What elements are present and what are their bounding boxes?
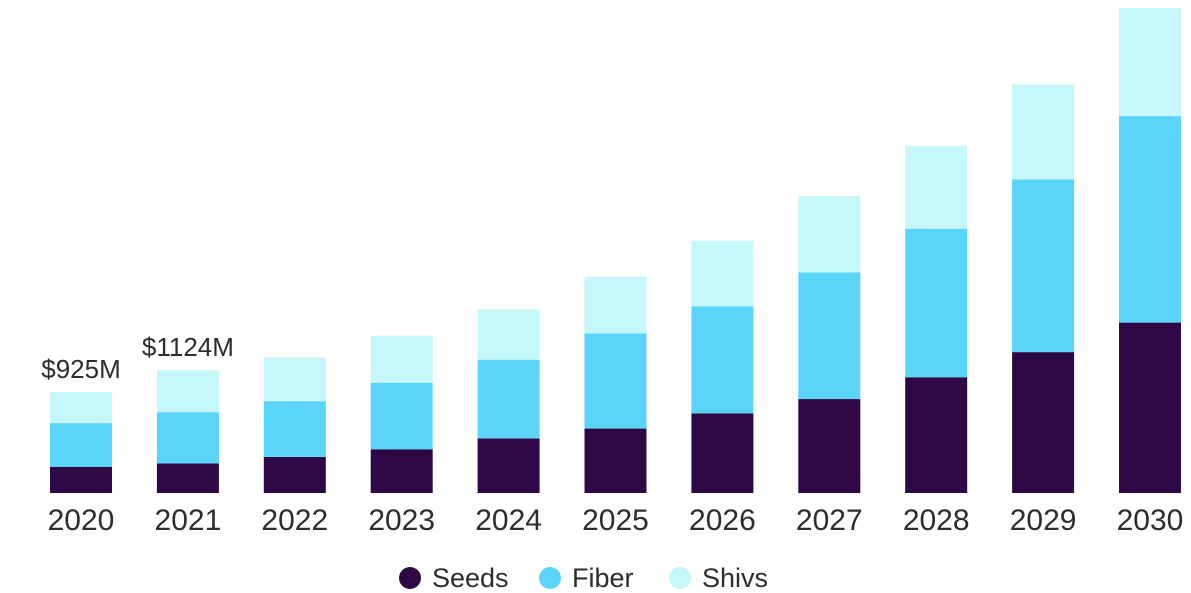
bar-fiber-2027	[798, 272, 861, 399]
x-tick-label-2028: 2028	[903, 504, 970, 537]
legend-label-seeds: Seeds	[432, 563, 509, 593]
data-label-2020: $925M	[41, 354, 121, 384]
x-axis-ticks: 2020 2021 2022 2023 2024 2025 2026 2027 2028 2029…	[48, 504, 1184, 537]
legend: Seeds Fiber Shivs	[399, 563, 768, 593]
bar-shivs-2022	[263, 357, 326, 402]
legend-marker-fiber	[539, 567, 561, 589]
x-tick-label-2021: 2021	[155, 504, 222, 537]
bar-shivs-2025	[584, 276, 647, 334]
x-tick-label-2020: 2020	[48, 504, 115, 537]
bar-shivs-2028	[905, 145, 968, 229]
data-label-2021: $1124M	[142, 332, 234, 362]
bar-seeds-2028	[905, 377, 968, 493]
legend-marker-seeds	[399, 567, 421, 589]
x-tick-label-2029: 2029	[1010, 504, 1077, 537]
bar-shivs-2023	[370, 335, 433, 383]
bar-seeds-2025	[584, 428, 647, 493]
bar-seeds-2021	[156, 463, 219, 493]
bar-seeds-2030	[1119, 322, 1181, 493]
bar-fiber-2028	[905, 228, 968, 378]
bar-fiber-2020	[50, 423, 112, 467]
x-tick-label-2026: 2026	[689, 504, 756, 537]
bar-fiber-2021	[156, 412, 219, 464]
x-tick-label-2023: 2023	[368, 504, 435, 537]
bar-seeds-2024	[477, 438, 540, 493]
bar-seeds-2027	[798, 399, 861, 493]
bar-shivs-2029	[1012, 84, 1075, 180]
bar-seeds-2022	[263, 457, 326, 493]
x-tick-label-2025: 2025	[582, 504, 649, 537]
bar-shivs-2030	[1119, 8, 1181, 117]
bar-shivs-2026	[691, 240, 754, 307]
bar-seeds-2029	[1012, 352, 1075, 493]
legend-marker-shivs	[669, 567, 691, 589]
bar-fiber-2029	[1012, 179, 1075, 353]
bar-fiber-2024	[477, 359, 540, 439]
bar-shivs-2024	[477, 309, 540, 360]
bar-seeds-2026	[691, 413, 754, 493]
x-tick-label-2030: 2030	[1117, 504, 1184, 537]
x-tick-label-2022: 2022	[261, 504, 328, 537]
bar-fiber-2026	[691, 306, 754, 414]
bar-shivs-2027	[798, 195, 861, 273]
x-tick-label-2024: 2024	[475, 504, 542, 537]
bar-shivs-2021	[156, 370, 219, 413]
bars-group	[50, 8, 1181, 493]
bar-seeds-2023	[370, 449, 433, 493]
data-labels-group: $925M $1124M	[41, 332, 234, 384]
bar-fiber-2025	[584, 333, 647, 429]
bar-seeds-2020	[50, 466, 112, 493]
bar-fiber-2030	[1119, 116, 1181, 323]
bar-fiber-2023	[370, 382, 433, 450]
legend-label-shivs: Shivs	[702, 563, 768, 593]
bar-fiber-2022	[263, 401, 326, 457]
x-tick-label-2027: 2027	[796, 504, 863, 537]
bar-shivs-2020	[50, 392, 112, 424]
legend-label-fiber: Fiber	[572, 563, 634, 593]
